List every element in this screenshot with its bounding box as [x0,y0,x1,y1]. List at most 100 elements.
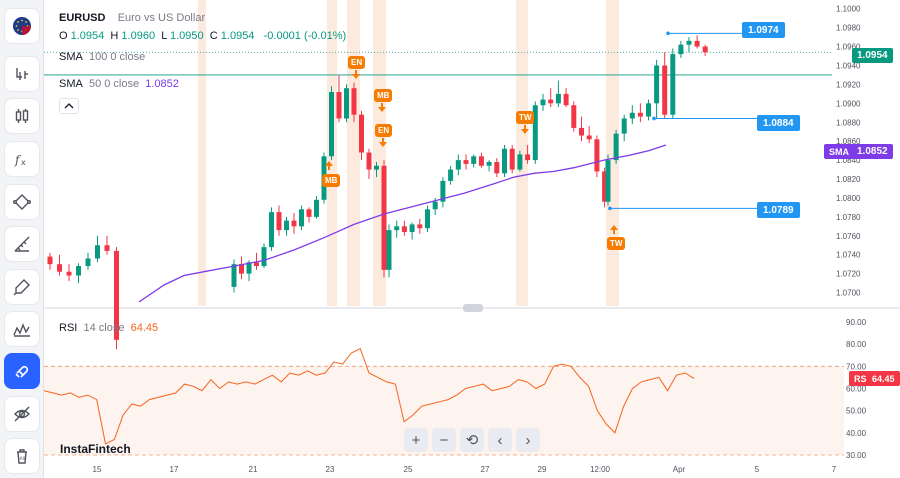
sma50-legend[interactable]: SMA 50 0 close 1.0852 [59,78,179,90]
time-axis-label: 29 [538,465,547,474]
candle-body [440,180,446,202]
candle-body [231,264,237,287]
scroll-right-button[interactable]: › [516,428,540,452]
pattern-tag-mb-2[interactable]: MB [374,89,393,102]
candle-body [374,165,379,170]
candle-body [351,88,357,115]
drawing-tools-icon[interactable] [4,184,40,220]
level-high-tag[interactable]: 1.0974 [742,22,785,38]
price-axis-label: 1.0780 [836,213,861,222]
candle-body [95,245,100,259]
scroll-left-button[interactable]: ‹ [488,428,512,452]
candle-body [621,118,627,134]
measure-icon[interactable] [4,226,40,262]
price-axis-label: 1.0880 [836,118,861,127]
candle-body [654,65,660,104]
level-mid-tag[interactable]: 1.0884 [757,115,800,131]
sma100-legend[interactable]: SMA 100 0 close [59,51,145,63]
candle-body [76,266,81,276]
candle-body [269,212,274,248]
candle-body [629,112,635,119]
zoom-in-button[interactable]: + [404,428,428,452]
c-label: C [209,30,218,42]
arrow-down-icon [352,74,360,79]
brush-icon[interactable] [4,269,40,305]
price-axis-label: 1.0700 [836,289,861,298]
time-axis-label: 25 [404,465,413,474]
pattern-tag-en-2[interactable]: EN [375,124,393,137]
low-value: 1.0950 [169,30,204,42]
candle-body [299,209,304,227]
reset-chart-button[interactable]: ⟲ [460,428,484,452]
rsi-params: 14 close [83,322,125,334]
candles-icon[interactable] [4,98,40,134]
sma50-value: 1.0852 [145,78,179,90]
candle-body [702,46,708,53]
hide-drawings-icon[interactable] [4,396,40,432]
candle-body [694,40,700,47]
arrow-down-icon [378,107,386,112]
timeframe-icon[interactable] [4,56,40,92]
time-axis-label: Apr [673,465,686,474]
candle-body [344,88,349,119]
price-axis-label: 1.0900 [836,99,861,108]
insta-fintech-logo: InstaFintech [60,442,131,456]
candle-body [586,135,592,140]
collapse-legend-button[interactable] [59,98,79,114]
price-axis-label: 1.0960 [836,43,861,52]
patterns-icon[interactable] [4,311,40,347]
candle-body [448,169,454,181]
candle-body [502,148,507,174]
rsi-axis-label: 80.00 [846,340,867,349]
svg-text:All: All [20,456,26,462]
svg-text:f: f [14,153,22,167]
candle-body [104,245,110,251]
level-low-tag[interactable]: 1.0789 [757,202,800,218]
candle-body [276,212,282,231]
candle-body [336,91,342,119]
candle-body [394,226,400,231]
delete-icon[interactable]: All [4,438,40,474]
candle-body [646,103,651,117]
time-axis-label: 23 [326,465,335,474]
symbol: EURUSD [59,12,106,24]
candle-body [261,247,267,267]
high-value: 1.0960 [121,30,156,42]
pattern-tag-tw-2[interactable]: TW [607,237,626,250]
close-value: 1.0954 [220,30,255,42]
chart-area[interactable]: 1.1000 1.0980 1.0960 1.0940 1.0920 1.0900 1.08… [44,0,900,478]
candle-body [381,165,387,270]
magnet-icon[interactable] [4,353,40,389]
chart-canvas[interactable]: 1.1000 1.0980 1.0960 1.0940 1.0920 1.0900 1.08… [44,0,900,478]
candle-body [509,148,515,170]
pattern-arrow-stem [328,166,330,170]
o-label: O [59,30,68,42]
candle-body [637,112,643,117]
arrow-up-icon [610,225,618,230]
pattern-tag-tw-1[interactable]: TW [516,111,535,124]
zoom-out-button[interactable]: − [432,428,456,452]
candle-body [670,54,676,115]
pattern-tag-en-1[interactable]: EN [348,56,366,69]
flag-eu-icon[interactable] [4,8,40,44]
rsi-line [44,347,695,445]
candle-body [532,105,538,161]
pattern-arrow-stem [524,125,526,129]
l-label: L [161,30,167,42]
sma50-line [138,144,667,303]
level-high-anchor [666,31,670,36]
rsi-legend[interactable]: RSI 14 close 64.45 [59,322,158,334]
candle-body [471,156,477,164]
candle-body [494,161,500,174]
change-value: -0.0001 (-0.01%) [263,30,347,42]
time-axis-label: 12:00 [590,465,611,474]
candle-body [314,199,319,217]
time-axis-label: 17 [170,465,179,474]
pattern-tag-mb-1[interactable]: MB [322,174,341,187]
rsi-value: 64.45 [130,322,159,334]
pattern-highlight-band [198,0,206,306]
arrow-down-icon [521,129,529,134]
sma-axis-value: 1.0852 [852,144,893,159]
current-price-tag: 1.0954 [852,48,893,63]
